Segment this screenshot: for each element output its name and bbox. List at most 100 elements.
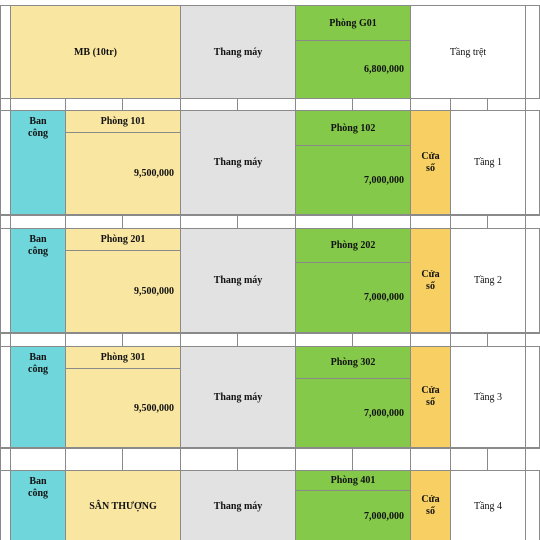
room-name: Phòng 201 xyxy=(65,228,181,251)
balcony: Ban công xyxy=(10,470,66,540)
elevator: Thang máy xyxy=(180,228,296,333)
balcony: Ban công xyxy=(10,228,66,333)
floor-label: Tầng trệt xyxy=(410,5,526,99)
separator-cell xyxy=(525,215,540,229)
room-name: Phòng 101 xyxy=(65,110,181,133)
floor-label: Tầng 4 xyxy=(450,470,526,540)
separator-cell xyxy=(450,333,488,347)
room-name: Phòng G01 xyxy=(295,5,411,41)
elevator: Thang máy xyxy=(180,346,296,448)
separator-cell xyxy=(450,215,488,229)
room-price: 6,800,000 xyxy=(295,40,411,99)
room-name: Phòng 302 xyxy=(295,346,411,379)
room-name-text: Phòng 101 xyxy=(100,116,146,127)
separator-cell xyxy=(65,333,123,347)
elevator: Thang máy xyxy=(180,110,296,215)
room-name: Phòng 202 xyxy=(295,228,411,263)
separator-cell xyxy=(410,448,451,471)
window: Cửa sổ xyxy=(410,470,451,540)
room-name: Phòng 401 xyxy=(295,470,411,491)
room-name-text: Phòng 301 xyxy=(100,352,146,363)
separator-cell xyxy=(525,333,540,347)
separator-cell xyxy=(237,215,296,229)
separator-cell xyxy=(525,448,540,471)
separator-cell xyxy=(10,333,66,347)
blank-cell xyxy=(525,5,540,99)
room-price: 9,500,000 xyxy=(65,132,181,215)
room-name-text: Phòng 102 xyxy=(330,122,376,134)
balcony: Ban công xyxy=(10,346,66,448)
blank-cell xyxy=(525,110,540,215)
room-name-text: Phòng 201 xyxy=(100,234,146,245)
separator-cell xyxy=(487,215,526,229)
separator-cell xyxy=(65,448,123,471)
floor-label: Tầng 2 xyxy=(450,228,526,333)
room-name: Phòng 102 xyxy=(295,110,411,146)
balcony: Ban công xyxy=(10,110,66,215)
elevator-text: Thang máy xyxy=(213,500,263,512)
floor-label-text: Tầng 1 xyxy=(473,157,503,168)
room-price: 7,000,000 xyxy=(295,262,411,333)
blank-cell xyxy=(525,346,540,448)
room-price: 7,000,000 xyxy=(295,145,411,215)
room-price: 9,500,000 xyxy=(65,250,181,333)
elevator-text: Thang máy xyxy=(213,157,263,168)
elevator-text: Thang máy xyxy=(213,46,263,58)
rooftop: SÂN THƯỢNG xyxy=(65,470,181,540)
room-name-text: Phòng 202 xyxy=(330,240,376,251)
room-price-text: 9,500,000 xyxy=(134,168,174,179)
window-text: Cửa sổ xyxy=(421,268,440,292)
window-text: Cửa sổ xyxy=(421,150,440,174)
room-name-text: Phòng G01 xyxy=(329,17,377,29)
room-name-text: Phòng 302 xyxy=(330,357,376,368)
separator-cell xyxy=(352,333,411,347)
floor-label: Tầng 1 xyxy=(450,110,526,215)
separator-cell xyxy=(180,215,238,229)
balcony-text: Ban công xyxy=(28,116,48,139)
business-space: MB (10tr) xyxy=(10,5,181,99)
room-price-text: 9,500,000 xyxy=(134,402,174,414)
separator-cell xyxy=(65,215,123,229)
separator-cell xyxy=(487,333,526,347)
room-name: Phòng 301 xyxy=(65,346,181,369)
separator-cell xyxy=(295,448,353,471)
window-text: Cửa sổ xyxy=(421,385,440,408)
separator-cell xyxy=(410,333,451,347)
separator-cell xyxy=(295,333,353,347)
separator-cell xyxy=(450,448,488,471)
separator-cell xyxy=(122,333,181,347)
separator-cell xyxy=(180,333,238,347)
room-price: 9,500,000 xyxy=(65,368,181,448)
separator-cell xyxy=(410,215,451,229)
room-price-text: 9,500,000 xyxy=(134,286,174,297)
floor-label-text: Tầng 2 xyxy=(473,275,503,286)
room-price-text: 7,000,000 xyxy=(364,292,404,303)
separator-cell xyxy=(352,448,411,471)
room-price-text: 7,000,000 xyxy=(364,407,404,419)
separator-cell xyxy=(122,448,181,471)
blank-cell xyxy=(525,470,540,540)
room-price: 7,000,000 xyxy=(295,490,411,540)
separator-cell xyxy=(237,448,296,471)
window: Cửa sổ xyxy=(410,228,451,333)
elevator-text: Thang máy xyxy=(213,391,263,403)
room-price-text: 7,000,000 xyxy=(364,174,404,186)
balcony-text: Ban công xyxy=(28,234,48,257)
floor-label-text: Tầng 4 xyxy=(473,500,503,512)
separator-cell xyxy=(352,215,411,229)
separator-cell xyxy=(295,215,353,229)
balcony-text: Ban công xyxy=(28,476,48,499)
separator-cell xyxy=(180,448,238,471)
elevator-text: Thang máy xyxy=(213,275,263,286)
floor-label-text: Tầng trệt xyxy=(449,46,487,58)
rooftop-text: SÂN THƯỢNG xyxy=(89,500,157,512)
separator-cell xyxy=(122,215,181,229)
elevator: Thang máy xyxy=(180,470,296,540)
room-price-text: 6,800,000 xyxy=(364,64,404,75)
separator-cell xyxy=(487,448,526,471)
separator-cell xyxy=(237,333,296,347)
room-price-text: 7,000,000 xyxy=(364,510,404,522)
window: Cửa sổ xyxy=(410,346,451,448)
room-name-text: Phòng 401 xyxy=(330,475,376,486)
